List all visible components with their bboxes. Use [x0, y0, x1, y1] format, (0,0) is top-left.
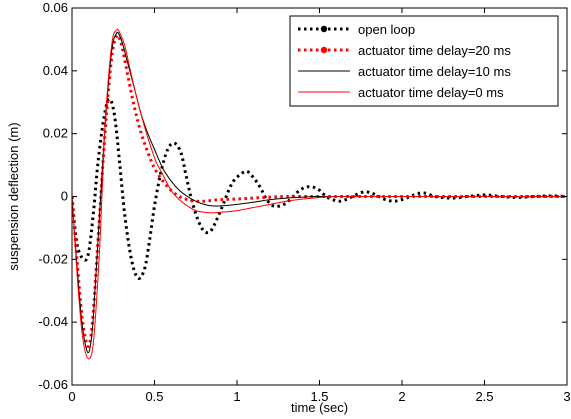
- x-tick-label: 2: [398, 389, 405, 404]
- legend-label-3: actuator time delay=0 ms: [358, 85, 504, 100]
- legend-marker-1: [320, 46, 328, 54]
- y-tick-label: -0.06: [38, 377, 68, 392]
- y-tick-label: 0.04: [43, 63, 68, 78]
- y-tick-label: -0.04: [38, 314, 68, 329]
- x-tick-label: 0.5: [145, 389, 163, 404]
- x-tick-label: 2.5: [475, 389, 493, 404]
- legend-label-1: actuator time delay=20 ms: [358, 43, 511, 58]
- y-tick-label: 0.02: [43, 126, 68, 141]
- x-axis-title: time (sec): [291, 400, 348, 415]
- ticks-layer: 0 0.5 1 1.5 2 2.5 3 -0.06 -0.04 -0.02 0 0.02 0.04 0.0…: [38, 0, 570, 404]
- legend-marker-0: [320, 25, 328, 33]
- series-layer: [72, 28, 567, 360]
- y-tick-label: 0.06: [43, 0, 68, 15]
- x-tick-label: 1: [233, 389, 240, 404]
- legend-label-2: actuator time delay=10 ms: [358, 64, 511, 79]
- y-tick-label: 0: [61, 189, 68, 204]
- y-axis-title: suspension deflection (m): [6, 122, 21, 270]
- x-tick-label: 0: [68, 389, 75, 404]
- legend-label-0: open loop: [358, 22, 415, 37]
- legend: open loop actuator time delay=20 ms actuat…: [289, 15, 559, 107]
- series-line-0: [72, 97, 567, 280]
- x-tick-label: 1.5: [310, 389, 328, 404]
- series-line-3: [72, 28, 567, 360]
- y-tick-label: -0.02: [38, 251, 68, 266]
- legend-box: [289, 15, 559, 107]
- x-tick-label: 3: [563, 389, 570, 404]
- series-line-2: [72, 31, 567, 354]
